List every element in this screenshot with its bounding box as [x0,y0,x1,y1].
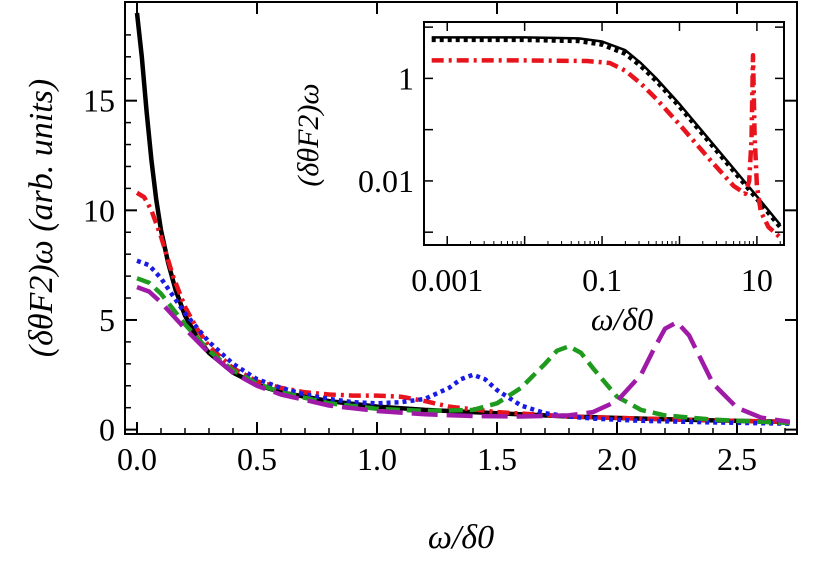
inset-series-black-dotted [431,37,782,229]
main-x-tick-label: 0.0 [117,441,157,477]
main-x-tick-label: 0.5 [237,441,277,477]
main-y-tick-label: 0 [99,412,115,448]
main-x-tick-label: 2.5 [717,441,757,477]
main-y-axis-label: (δθF2)ω (arb. units) [23,79,60,357]
inset-axis-ticks: 0.001 0.1 10 1 0.01 [358,22,784,298]
main-x-tick-label: 2.0 [597,441,637,477]
main-x-tick-label: 1.5 [477,441,517,477]
inset-x-tick-label: 0.1 [582,262,622,298]
main-series-purple-longdash [136,284,791,425]
inset-x-tick-label: 10 [741,262,773,298]
main-series-red-dashdot [135,190,790,425]
inset-y-tick-label: 1 [398,60,414,96]
main-x-axis-label: ω/δ0 [428,519,494,556]
inset-x-tick-label: 0.001 [411,262,483,298]
inset-series-red-dashdot [431,53,782,239]
inset-background [424,22,784,245]
main-y-tick-label: 5 [99,302,115,338]
main-series-green-dashed [136,276,790,426]
inset-y-tick-label: 0.01 [358,163,414,199]
main-y-tick-label: 10 [83,192,115,228]
main-axis-ticks: 0.0 0.5 1.0 1.5 2.0 2.5 0 5 10 15 [83,2,797,477]
main-plot-frame [124,1,798,435]
inset-y-axis-label: (δθF2)ω [292,83,325,186]
main-series-group [134,12,791,426]
inset-series-group [431,36,782,239]
inset-x-axis-label: ω/δ0 [591,301,653,337]
main-y-tick-label: 15 [83,83,115,119]
inset-plot-frame [423,21,785,246]
inset-series-black-solid [431,36,782,226]
main-x-tick-label: 1.0 [357,441,397,477]
